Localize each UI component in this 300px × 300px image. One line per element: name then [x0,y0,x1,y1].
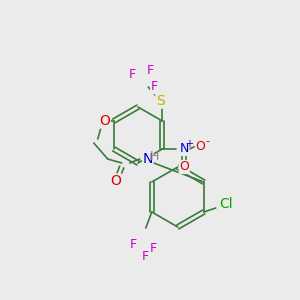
Text: F: F [130,238,137,250]
Text: F: F [151,80,158,94]
Text: Cl: Cl [219,197,232,211]
Text: F: F [150,242,157,254]
Text: O: O [110,174,121,188]
Text: S: S [156,94,165,108]
Text: -: - [205,136,209,146]
Text: F: F [147,64,154,77]
Text: O: O [99,114,110,128]
Text: F: F [142,250,149,262]
Text: N: N [142,152,153,166]
Text: H: H [150,151,159,164]
Text: O: O [195,140,205,152]
Text: O: O [179,160,189,173]
Text: N: N [180,142,189,155]
Text: F: F [129,68,136,82]
Text: +: + [185,139,193,149]
